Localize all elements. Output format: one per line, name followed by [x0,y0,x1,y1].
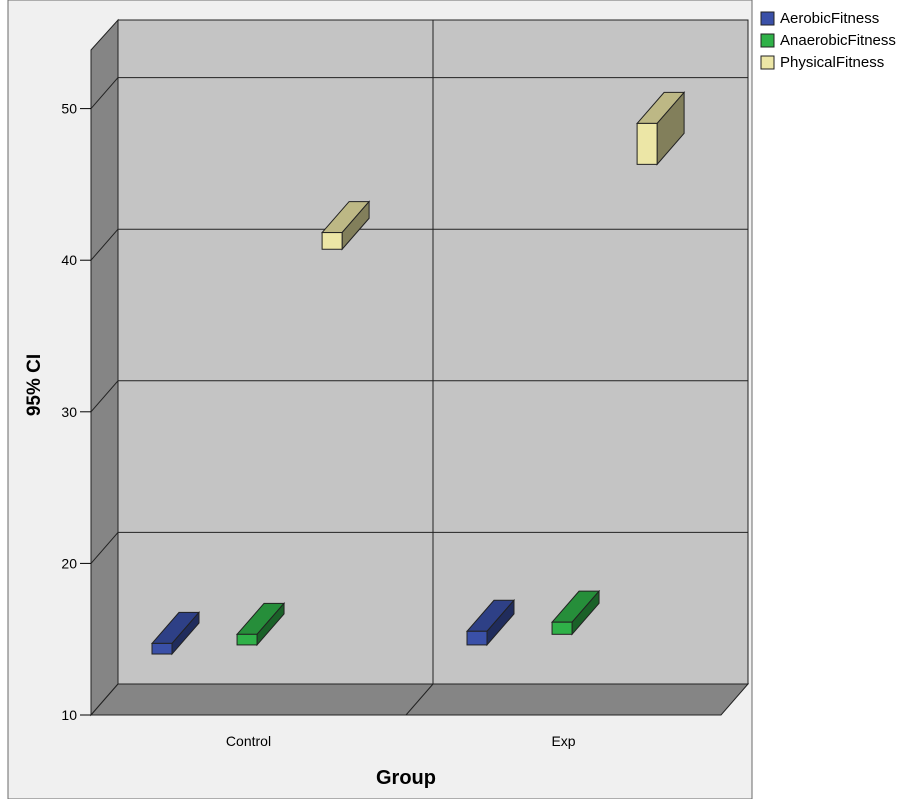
ci-bar-anaerobicfitness [235,601,286,647]
y-axis: 10 20 30 40 50 [61,101,91,723]
x-tick-label: Control [226,733,271,749]
x-tick-label: Exp [551,733,575,749]
ci-bar-front [236,633,258,646]
y-tick-label: 40 [61,252,77,268]
side-wall [90,18,119,717]
ci-bar-anaerobicfitness [550,589,601,636]
legend-swatch [760,11,775,26]
ci-bar-front [636,122,658,165]
legend-swatch [760,33,775,48]
gridline-side [90,228,119,261]
x-axis-label: Group [376,767,436,789]
ci-bar-aerobicfitness [465,598,516,647]
legend-label: PhysicalFitness [780,54,884,71]
ci-bar-physicalfitness [321,200,371,251]
y-tick-label: 20 [61,555,77,571]
gridline-side [90,380,119,413]
ci-bar-front [321,232,343,250]
gridline-side [90,77,119,109]
ci-bar-front [151,642,173,655]
x-axis: Control Exp [226,733,576,749]
legend-label: AerobicFitness [780,10,879,27]
legend-label: AnaerobicFitness [780,32,896,49]
ci-bar-front [466,630,488,646]
y-axis-label: 95% CI [24,354,45,416]
ci-bar-aerobicfitness [150,611,201,656]
bars [150,91,686,656]
legend: AerobicFitness AnaerobicFitness PhysicalFi… [760,10,896,71]
gridlines [90,77,748,564]
legend-swatch [760,55,775,70]
y-tick-label: 50 [61,101,77,117]
floor-divider [405,683,434,716]
gridline-side [90,532,119,564]
y-tick-label: 10 [61,707,77,723]
ci-bar-front [551,621,573,635]
ci-bar-physicalfitness [636,91,686,166]
y-tick-label: 30 [61,404,77,420]
